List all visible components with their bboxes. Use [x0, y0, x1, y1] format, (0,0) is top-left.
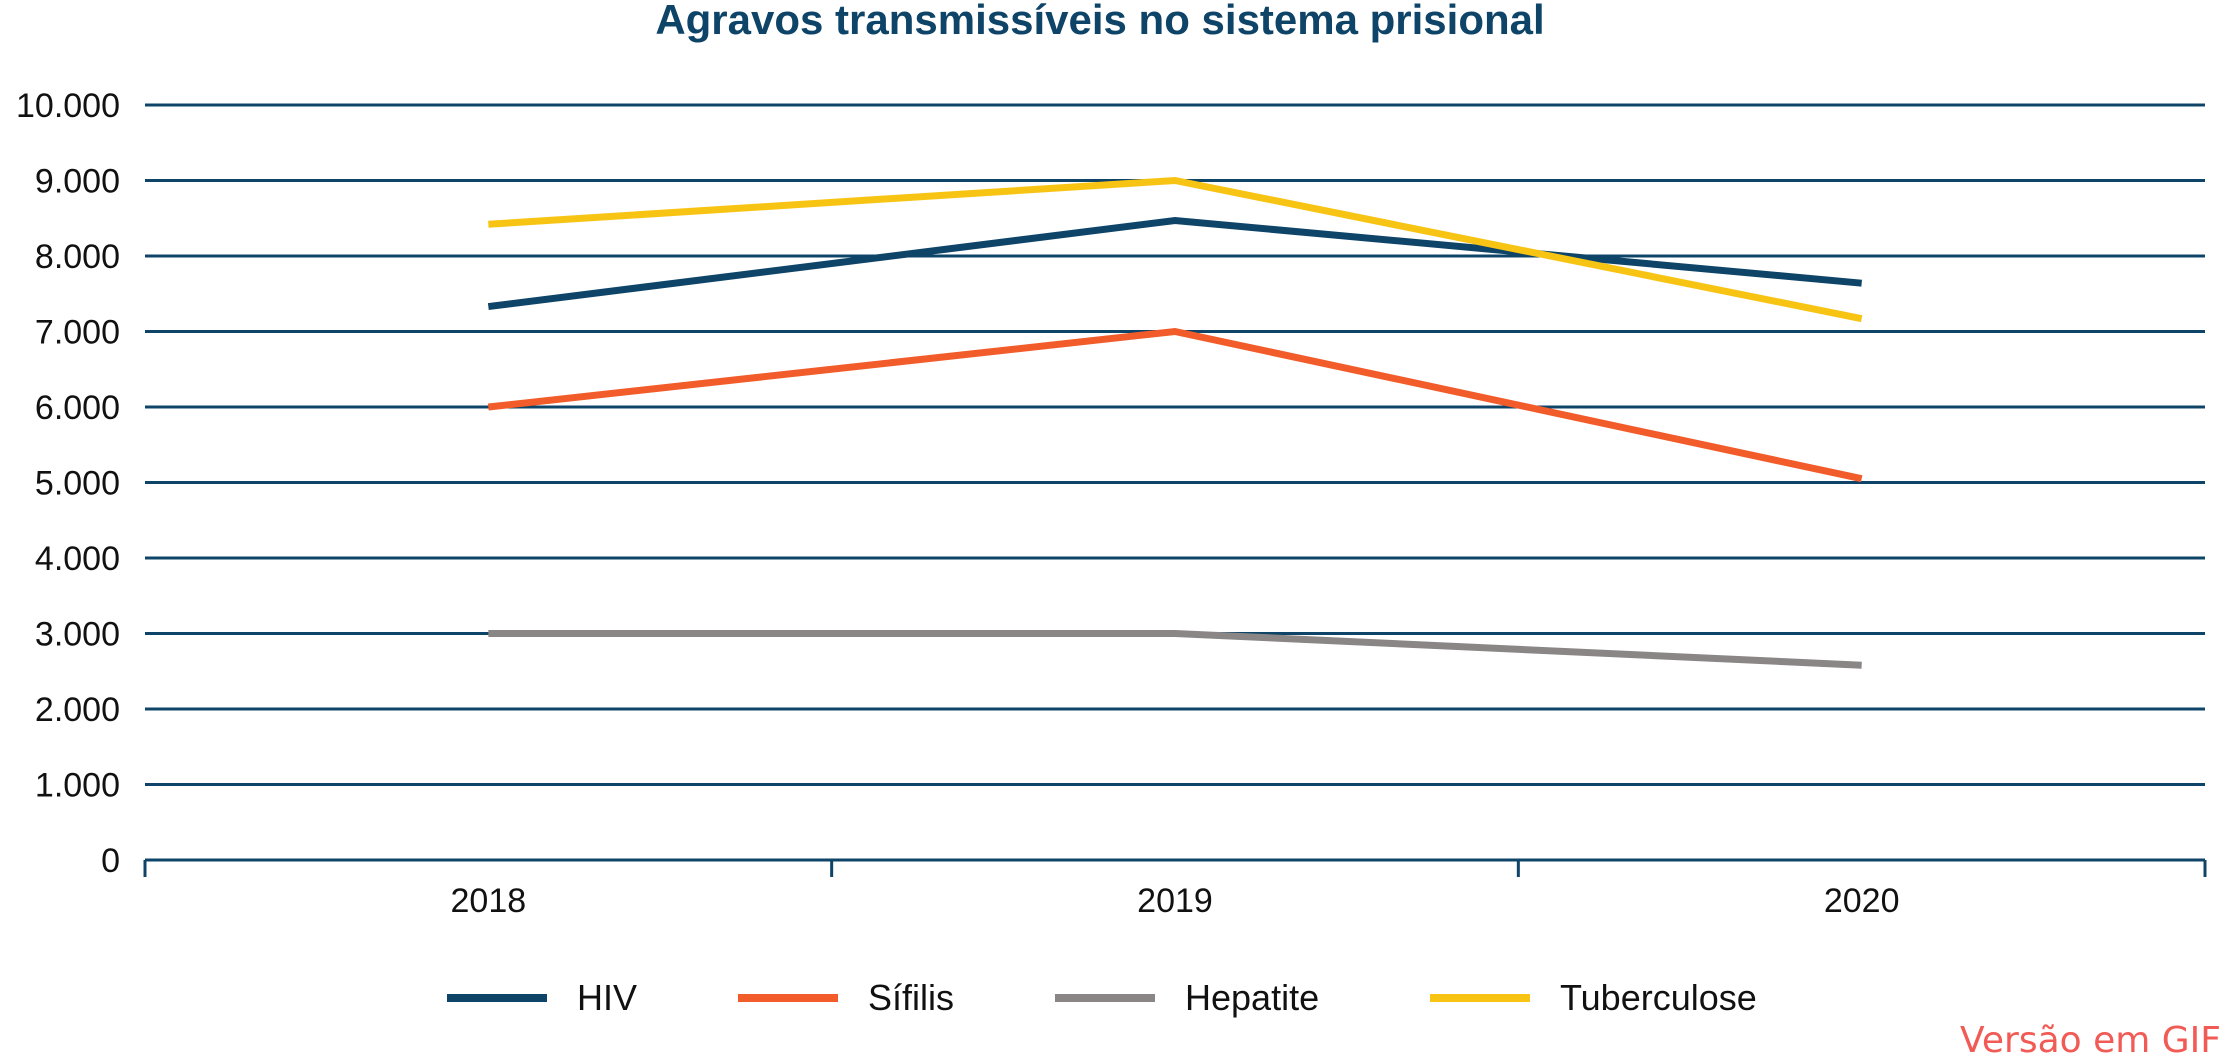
y-tick-label: 2.000: [35, 691, 120, 729]
y-tick-label: 9.000: [35, 163, 120, 201]
y-tick-label: 7.000: [35, 314, 120, 352]
x-axis-tick-labels: 2018 2019 2020: [451, 882, 1900, 920]
legend-label-hepatite: Hepatite: [1185, 977, 1319, 1018]
legend-label-sifilis: Sífilis: [868, 977, 954, 1018]
x-axis: [143, 858, 2207, 877]
y-tick-label: 0: [101, 842, 120, 880]
gridlines: [145, 103, 2205, 786]
series-line-sifilis: [487, 327, 1863, 483]
y-axis-tick-labels: 0 1.000 2.000 3.000 4.000 5.000 6.000 7.000 8.00…: [16, 87, 120, 880]
y-tick-label: 8.000: [35, 238, 120, 276]
series-lines: [487, 176, 1863, 669]
chart-title: Agravos transmissíveis no sistema prisio…: [655, 0, 1544, 43]
legend-label-hiv: HIV: [577, 977, 637, 1018]
y-tick-label: 3.000: [35, 616, 120, 654]
y-tick-label: 5.000: [35, 465, 120, 503]
y-tick-label: 1.000: [35, 767, 120, 805]
series-line-hepatite: [488, 630, 1862, 669]
gif-version-link[interactable]: Versão em GIF: [1960, 1020, 2221, 1061]
x-tick-label: 2019: [1137, 882, 1213, 920]
series-line-hiv: [487, 216, 1862, 311]
series-line-tuberculose: [488, 176, 1863, 323]
legend: HIV Sífilis Hepatite Tuberculose: [447, 977, 1757, 1018]
legend-label-tuberculose: Tuberculose: [1560, 977, 1757, 1018]
y-tick-label: 4.000: [35, 540, 120, 578]
y-tick-label: 6.000: [35, 389, 120, 427]
x-tick-label: 2018: [451, 882, 527, 920]
x-tick-label: 2020: [1824, 882, 1900, 920]
y-tick-label: 10.000: [16, 87, 120, 125]
